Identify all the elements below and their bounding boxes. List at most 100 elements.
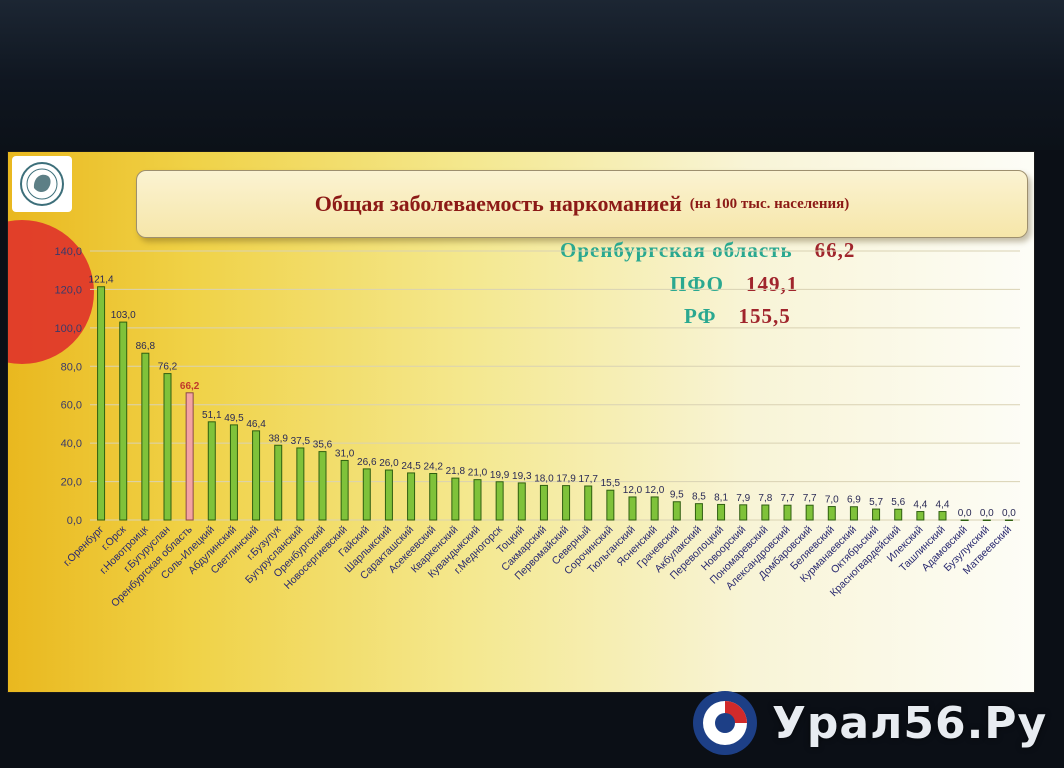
bar-value-label: 8,1 [714, 492, 728, 503]
decorative-red-circle [8, 220, 94, 364]
bar [495, 481, 504, 521]
bar-value-label: 21,8 [446, 466, 466, 477]
bar-value-label: 49,5 [224, 413, 244, 424]
bar-value-label: 6,9 [847, 495, 861, 506]
bar-value-label: 0,0 [1002, 508, 1016, 519]
bar-value-label: 76,2 [158, 362, 178, 373]
bar [982, 519, 991, 521]
y-tick-label: 40,0 [61, 438, 82, 450]
bar-chart: 0,020,040,060,080,0100,0120,0140,0121,4г… [8, 220, 1020, 609]
y-tick-label: 140,0 [54, 246, 82, 258]
bar [207, 421, 216, 521]
bar [694, 503, 703, 521]
stat-rf-label: РФ [684, 304, 717, 328]
bar-value-label: 21,0 [468, 468, 488, 479]
bar-value-label: 24,2 [423, 462, 443, 473]
y-tick-label: 0,0 [67, 515, 82, 527]
bar [517, 482, 526, 521]
slide-title-box: Общая заболеваемость наркоманией (на 100… [136, 170, 1028, 238]
y-tick-label: 100,0 [54, 323, 82, 335]
slide-title: Общая заболеваемость наркоманией [314, 191, 682, 216]
stat-region: Оренбургская область 66,2 [560, 238, 855, 263]
bar [1004, 519, 1013, 521]
bar [340, 459, 349, 521]
bar [362, 468, 371, 521]
stat-pfo-value: 149,1 [745, 272, 799, 296]
bar [451, 477, 460, 521]
bar-value-label: 26,6 [357, 457, 377, 468]
bar-value-label: 35,6 [313, 440, 333, 451]
watermark-text: Урал56.Ру [772, 697, 1048, 749]
bar-value-label: 19,9 [490, 470, 510, 481]
bar [650, 496, 659, 521]
bar-value-label: 103,0 [111, 310, 136, 321]
bar-value-label: 24,5 [401, 461, 421, 472]
bar [229, 424, 238, 521]
bar [672, 501, 681, 521]
watermark: Урал56.Ру [690, 688, 1060, 758]
bar-value-label: 18,0 [534, 473, 554, 484]
bar [849, 506, 858, 521]
bar-value-label: 7,8 [758, 493, 772, 504]
bar [296, 447, 305, 521]
presentation-slide: Общая заболеваемость наркоманией (на 100… [8, 152, 1034, 692]
bar-value-label: 37,5 [291, 436, 311, 447]
bar [761, 504, 770, 521]
bar [185, 392, 194, 521]
bar [141, 352, 150, 521]
bar [606, 489, 615, 521]
bar [252, 430, 261, 521]
bar-value-label: 4,4 [913, 500, 927, 511]
bar [938, 511, 947, 521]
bar-value-label: 15,5 [601, 478, 621, 489]
bar [960, 519, 969, 521]
bar-value-label: 8,5 [692, 492, 706, 503]
bar [805, 504, 814, 521]
bar-value-label: 26,0 [379, 458, 399, 469]
bar [717, 503, 726, 521]
bar [429, 473, 438, 521]
bar-value-label: 12,0 [623, 485, 643, 496]
bar [872, 508, 881, 521]
bar [473, 479, 482, 521]
bar-value-label: 51,1 [202, 410, 222, 421]
bar-value-label: 7,9 [736, 493, 750, 504]
stat-rf: РФ 155,5 [684, 304, 791, 329]
y-tick-label: 60,0 [61, 400, 82, 412]
bar-value-label: 7,7 [803, 493, 817, 504]
organization-logo-icon [12, 156, 72, 212]
bar [119, 321, 128, 521]
bar-value-label: 4,4 [936, 500, 950, 511]
bar [384, 469, 393, 521]
bar [894, 508, 903, 521]
bar [97, 286, 106, 521]
bar-value-label: 5,6 [891, 497, 905, 508]
stat-region-label: Оренбургская область [560, 238, 793, 262]
bar-value-label: 66,2 [180, 381, 200, 392]
bar-value-label: 17,7 [578, 474, 598, 485]
y-tick-label: 80,0 [61, 361, 82, 373]
bar [274, 444, 283, 521]
y-tick-label: 20,0 [61, 477, 82, 489]
stat-region-value: 66,2 [814, 238, 856, 262]
bar [562, 485, 571, 521]
ural56-logo-icon [693, 691, 757, 755]
bar [407, 472, 416, 521]
bar [739, 504, 748, 521]
bar-value-label: 19,3 [512, 471, 532, 482]
bar-value-label: 46,4 [246, 419, 266, 430]
bar-value-label: 0,0 [980, 508, 994, 519]
background-room [0, 0, 1064, 150]
bar-value-label: 7,0 [825, 495, 839, 506]
bar-value-label: 0,0 [958, 508, 972, 519]
bar-value-label: 12,0 [645, 485, 665, 496]
bar [628, 496, 637, 521]
stat-pfo: ПФО 149,1 [670, 272, 798, 297]
bar-value-label: 38,9 [268, 433, 288, 444]
stat-pfo-label: ПФО [670, 272, 724, 296]
bar-value-label: 86,8 [136, 341, 156, 352]
bar-value-label: 17,9 [556, 474, 576, 485]
bar-value-label: 121,4 [89, 275, 114, 286]
bar-value-label: 5,7 [869, 497, 883, 508]
bar [539, 484, 548, 521]
